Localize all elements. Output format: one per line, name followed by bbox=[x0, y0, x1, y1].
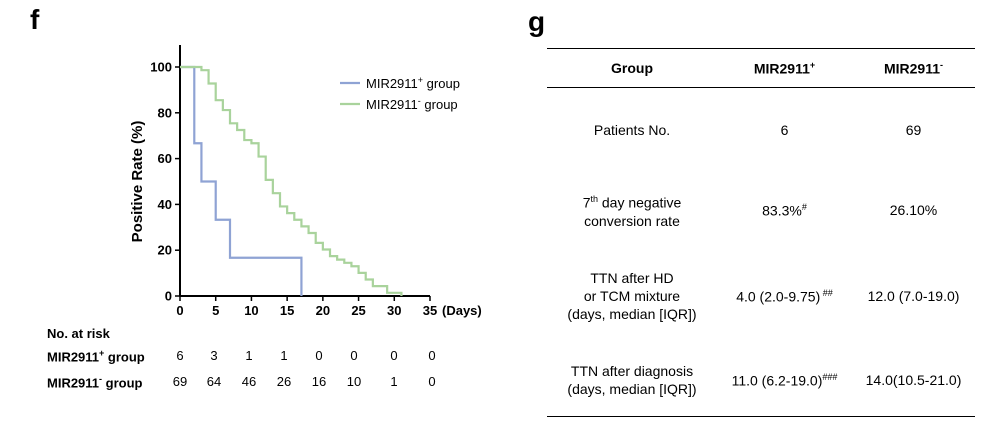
y-tick-label: 0 bbox=[165, 289, 172, 304]
legend-label: MIR2911+ group bbox=[366, 75, 460, 91]
row-label: Patients No. bbox=[593, 122, 671, 138]
chart-axes: 0 5 10 15 20 25 30 35 (Days) 0 20 40 60 80 100 Positive… bbox=[129, 45, 482, 318]
risk-value: 0 bbox=[390, 348, 398, 363]
x-tick-label: 25 bbox=[351, 303, 365, 318]
panel-letter-g: g bbox=[528, 6, 546, 37]
series-line-plus bbox=[180, 65, 303, 296]
row-plus-value: 11.0 (6.2-19.0)### bbox=[731, 371, 838, 389]
x-axis-unit: (Days) bbox=[442, 303, 482, 318]
table-header-row: Group MIR2911+ MIR2911- bbox=[547, 48, 975, 88]
x-tick-label: 35 bbox=[423, 303, 437, 318]
risk-value: 0 bbox=[350, 348, 358, 363]
legend-label: MIR2911- group bbox=[366, 96, 458, 112]
x-tick-label: 10 bbox=[244, 303, 258, 318]
row-plus-value: 4.0 (2.0-9.75) ## bbox=[736, 287, 833, 305]
risk-value: 16 bbox=[311, 374, 327, 389]
y-tick-label: 20 bbox=[158, 243, 172, 258]
y-tick-label: 40 bbox=[158, 197, 172, 212]
risk-value: 46 bbox=[241, 374, 257, 389]
risk-value: 26 bbox=[276, 374, 292, 389]
y-tick-label: 100 bbox=[150, 60, 172, 75]
row-minus-value: 69 bbox=[905, 122, 922, 138]
series-line-minus bbox=[180, 65, 403, 296]
table-row: 7th day negative conversion rate 83.3%# … bbox=[547, 172, 975, 248]
risk-value: 0 bbox=[428, 348, 436, 363]
risk-value: 0 bbox=[428, 374, 436, 389]
risk-value: 6 bbox=[176, 348, 184, 363]
panel-letter-f: f bbox=[30, 4, 40, 35]
row-minus-value: 26.10% bbox=[889, 202, 938, 218]
risk-value: 69 bbox=[172, 374, 188, 389]
x-tick-label: 0 bbox=[176, 303, 183, 318]
row-minus-value: 14.0(10.5-21.0) bbox=[865, 372, 962, 388]
x-tick-label: 15 bbox=[280, 303, 294, 318]
row-label: TTN after diagnosis (days, median [IQR]) bbox=[567, 363, 697, 397]
x-tick-label: 20 bbox=[316, 303, 330, 318]
y-tick-label: 80 bbox=[158, 105, 172, 120]
table-row: Patients No. 6 69 bbox=[547, 88, 975, 173]
header-group: Group bbox=[611, 60, 653, 76]
risk-value: 1 bbox=[390, 374, 398, 389]
risk-value: 10 bbox=[346, 374, 362, 389]
chart-curves bbox=[180, 65, 403, 296]
risk-value: 64 bbox=[206, 374, 222, 389]
row-label: 7th day negative conversion rate bbox=[582, 194, 682, 229]
km-chart: 0 5 10 15 20 25 30 35 (Days) 0 20 40 60 80 100 Positive… bbox=[129, 45, 482, 318]
header-plus: MIR2911+ bbox=[753, 59, 816, 77]
comparison-table: Group MIR2911+ MIR2911- Patients No. 6 6… bbox=[547, 48, 975, 417]
risk-table-title: No. at risk bbox=[47, 326, 110, 341]
risk-value: 1 bbox=[280, 348, 288, 363]
header-minus: MIR2911- bbox=[883, 59, 944, 77]
y-tick-label: 60 bbox=[158, 151, 172, 166]
table-row: TTN after HD or TCM mixture (days, media… bbox=[547, 248, 975, 344]
row-plus-value: 6 bbox=[780, 122, 789, 138]
chart-legend: MIR2911+ group MIR2911- group bbox=[340, 75, 460, 112]
x-tick-label: 30 bbox=[387, 303, 401, 318]
risk-value: 3 bbox=[210, 348, 218, 363]
risk-value: 0 bbox=[315, 348, 323, 363]
row-label: TTN after HD or TCM mixture (days, media… bbox=[567, 270, 697, 322]
table-row: TTN after diagnosis (days, median [IQR])… bbox=[547, 344, 975, 417]
y-axis-label: Positive Rate (%) bbox=[129, 121, 146, 243]
risk-row-label: MIR2911+ group bbox=[47, 348, 145, 365]
x-tick-label: 5 bbox=[212, 303, 219, 318]
risk-value: 1 bbox=[245, 348, 253, 363]
row-plus-value: 83.3%# bbox=[762, 201, 807, 219]
risk-row-label: MIR2911- group bbox=[47, 374, 143, 391]
row-minus-value: 12.0 (7.0-19.0) bbox=[867, 288, 960, 304]
